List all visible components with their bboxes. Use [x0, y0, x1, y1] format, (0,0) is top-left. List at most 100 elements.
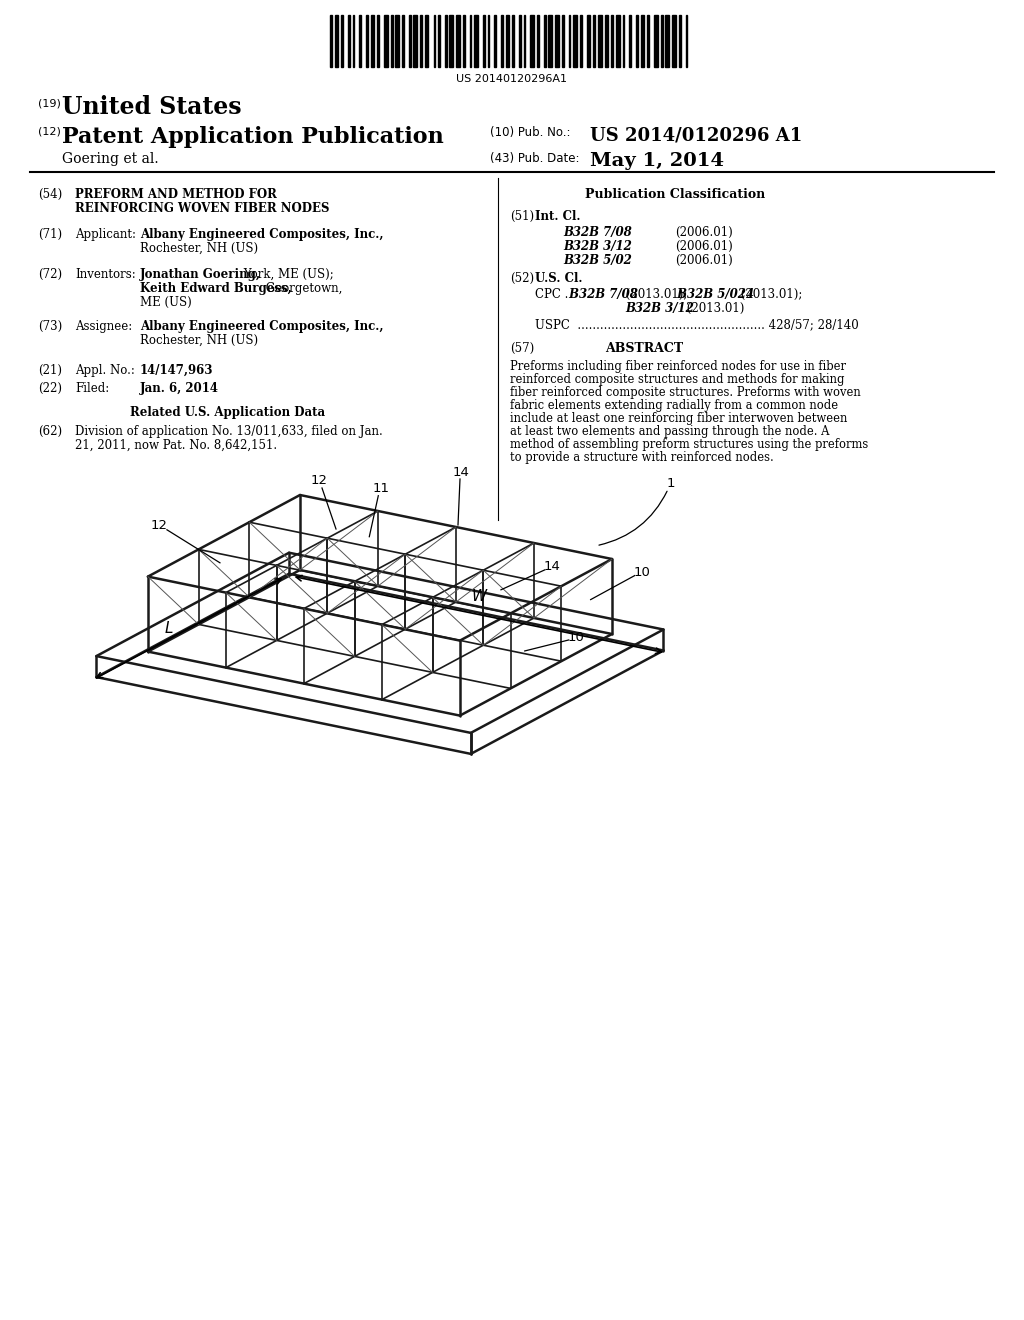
Bar — [450, 15, 453, 67]
Bar — [660, 15, 663, 67]
Text: Assignee:: Assignee: — [75, 319, 132, 333]
Text: Goering et al.: Goering et al. — [62, 152, 159, 166]
Bar — [402, 15, 403, 67]
Text: ME (US): ME (US) — [140, 296, 191, 309]
Text: reinforced composite structures and methods for making: reinforced composite structures and meth… — [510, 374, 845, 385]
Bar — [512, 15, 514, 67]
Text: Jonathan Goering,: Jonathan Goering, — [140, 268, 261, 281]
Text: Applicant:: Applicant: — [75, 228, 136, 242]
Bar — [630, 15, 631, 67]
Bar — [593, 15, 595, 67]
Bar — [672, 15, 676, 67]
Text: (2006.01): (2006.01) — [675, 226, 733, 239]
Text: (2013.01);: (2013.01); — [737, 288, 803, 301]
Text: include at least one reinforcing fiber interwoven between: include at least one reinforcing fiber i… — [510, 412, 848, 425]
Text: 11: 11 — [373, 482, 390, 495]
Text: at least two elements and passing through the node. A: at least two elements and passing throug… — [510, 425, 829, 438]
Bar — [371, 15, 375, 67]
Text: Rochester, NH (US): Rochester, NH (US) — [140, 334, 258, 347]
Text: USPC  .................................................. 428/57; 28/140: USPC ...................................… — [535, 318, 859, 331]
Text: ABSTRACT: ABSTRACT — [605, 342, 683, 355]
Text: (43) Pub. Date:: (43) Pub. Date: — [490, 152, 580, 165]
Text: York, ME (US);: York, ME (US); — [240, 268, 334, 281]
Bar — [598, 15, 601, 67]
Text: (51): (51) — [510, 210, 535, 223]
Bar — [495, 15, 497, 67]
Bar — [523, 15, 525, 67]
Text: Patent Application Publication: Patent Application Publication — [62, 125, 443, 148]
Bar — [384, 15, 388, 67]
Bar — [568, 15, 570, 67]
Bar — [425, 15, 428, 67]
Text: B32B 3/12: B32B 3/12 — [563, 240, 632, 253]
Text: to provide a structure with reinforced nodes.: to provide a structure with reinforced n… — [510, 451, 774, 465]
Text: (54): (54) — [38, 187, 62, 201]
Bar — [456, 15, 460, 67]
Bar — [580, 15, 582, 67]
Bar — [615, 15, 620, 67]
Bar — [330, 15, 332, 67]
Text: Division of application No. 13/011,633, filed on Jan.: Division of application No. 13/011,633, … — [75, 425, 383, 438]
Bar — [623, 15, 625, 67]
Text: Jan. 6, 2014: Jan. 6, 2014 — [140, 381, 219, 395]
Text: Albany Engineered Composites, Inc.,: Albany Engineered Composites, Inc., — [140, 228, 384, 242]
Text: (52): (52) — [510, 272, 535, 285]
Text: (2006.01): (2006.01) — [675, 240, 733, 253]
Text: Rochester, NH (US): Rochester, NH (US) — [140, 242, 258, 255]
Text: (10) Pub. No.:: (10) Pub. No.: — [490, 125, 570, 139]
Bar — [487, 15, 489, 67]
Text: B32B 3/12: B32B 3/12 — [625, 302, 693, 315]
Text: fabric elements extending radially from a common node: fabric elements extending radially from … — [510, 399, 838, 412]
Bar — [414, 15, 417, 67]
Text: B32B 7/08: B32B 7/08 — [563, 226, 632, 239]
Bar — [501, 15, 503, 67]
Text: 12: 12 — [310, 474, 328, 487]
Bar — [666, 15, 669, 67]
Bar — [640, 15, 644, 67]
Bar — [438, 15, 440, 67]
Text: U.S. Cl.: U.S. Cl. — [535, 272, 583, 285]
Bar — [444, 15, 446, 67]
Text: United States: United States — [62, 95, 242, 119]
Text: (72): (72) — [38, 268, 62, 281]
Text: (62): (62) — [38, 425, 62, 438]
Bar — [352, 15, 354, 67]
Bar — [474, 15, 478, 67]
Text: PREFORM AND METHOD FOR: PREFORM AND METHOD FOR — [75, 187, 276, 201]
Text: CPC .: CPC . — [535, 288, 568, 301]
Text: US 2014/0120296 A1: US 2014/0120296 A1 — [590, 125, 802, 144]
Text: 12: 12 — [151, 519, 168, 532]
Text: (19): (19) — [38, 98, 60, 108]
Bar — [463, 15, 465, 67]
Bar — [469, 15, 471, 67]
Text: US 20140120296A1: US 20140120296A1 — [457, 74, 567, 84]
Text: Int. Cl.: Int. Cl. — [535, 210, 581, 223]
Text: (2013.01): (2013.01) — [683, 302, 744, 315]
Bar — [335, 15, 338, 67]
Text: (22): (22) — [38, 381, 62, 395]
Text: Georgetown,: Georgetown, — [262, 282, 342, 294]
Text: L: L — [165, 620, 173, 636]
Text: W: W — [471, 589, 486, 605]
Text: 21, 2011, now Pat. No. 8,642,151.: 21, 2011, now Pat. No. 8,642,151. — [75, 440, 278, 451]
Bar — [366, 15, 368, 67]
Bar — [611, 15, 613, 67]
Text: (2013.01);: (2013.01); — [622, 288, 687, 301]
Text: (12): (12) — [38, 125, 60, 136]
Bar — [548, 15, 552, 67]
Text: B32B 5/02: B32B 5/02 — [563, 253, 632, 267]
Bar — [348, 15, 350, 67]
Text: (2006.01): (2006.01) — [675, 253, 733, 267]
Text: 14/147,963: 14/147,963 — [140, 364, 213, 378]
Bar — [483, 15, 485, 67]
Bar — [420, 15, 422, 67]
Text: (71): (71) — [38, 228, 62, 242]
Bar — [587, 15, 590, 67]
Bar — [573, 15, 577, 67]
Text: Keith Edward Burgess,: Keith Edward Burgess, — [140, 282, 292, 294]
Bar — [377, 15, 379, 67]
Text: method of assembling preform structures using the preforms: method of assembling preform structures … — [510, 438, 868, 451]
Text: 14: 14 — [544, 560, 560, 573]
Bar — [654, 15, 657, 67]
Text: Related U.S. Application Data: Related U.S. Application Data — [130, 407, 326, 418]
